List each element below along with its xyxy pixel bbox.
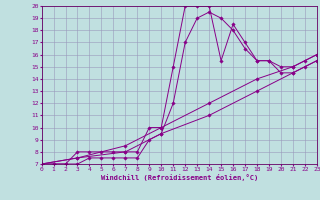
- X-axis label: Windchill (Refroidissement éolien,°C): Windchill (Refroidissement éolien,°C): [100, 174, 258, 181]
